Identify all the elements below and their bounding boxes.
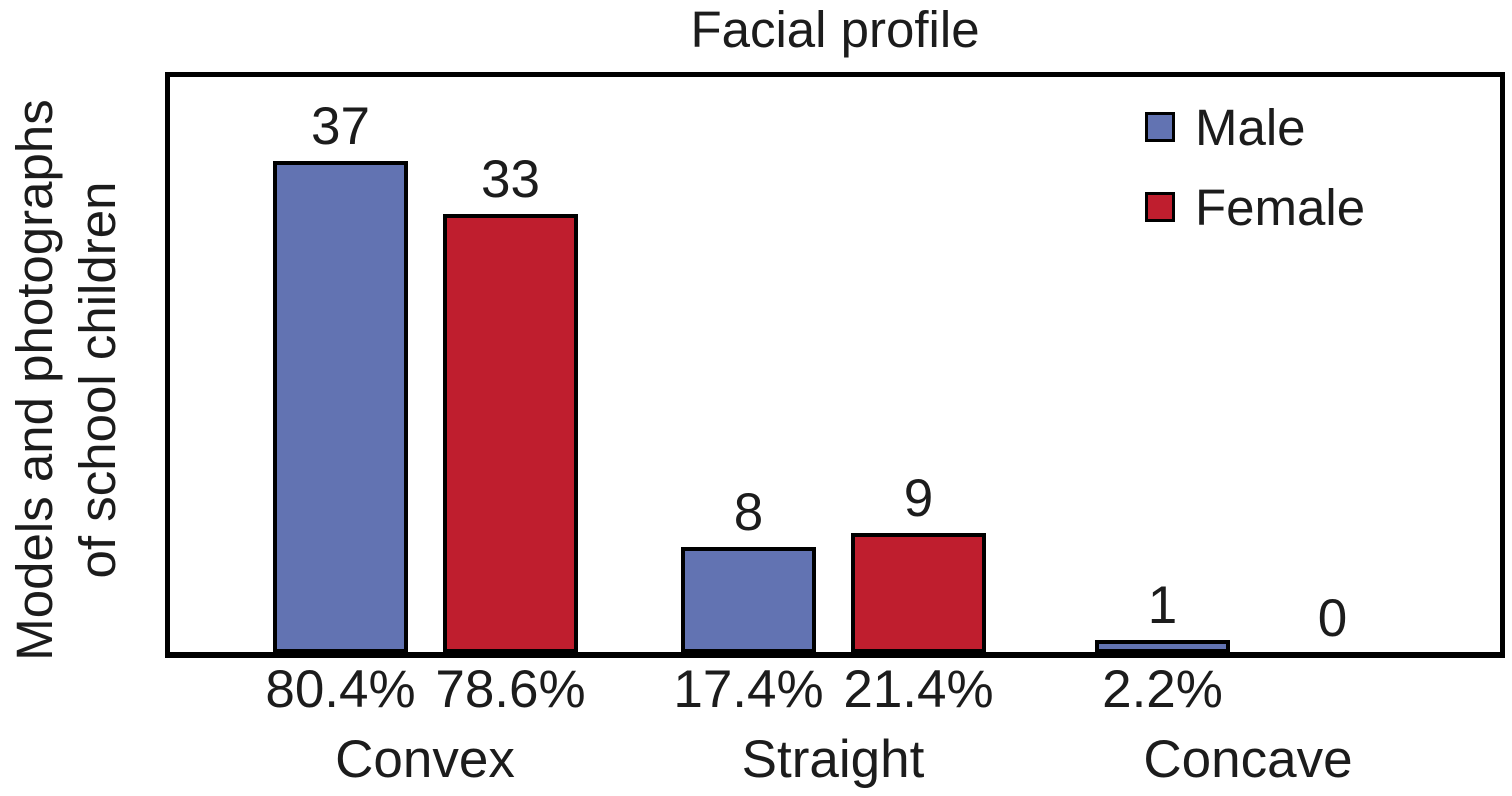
value-label-straight-male: 8 [733, 483, 764, 542]
value-label-concave-female: 0 [1317, 589, 1348, 648]
legend-label-male: Male [1195, 98, 1306, 156]
value-label-concave-male: 1 [1147, 576, 1178, 635]
legend-item-male: Male [1145, 98, 1365, 156]
bar-concave-male [1095, 640, 1230, 653]
bar-convex-female [443, 214, 578, 653]
legend-item-female: Female [1145, 178, 1366, 236]
female-color-swatch-icon [1145, 192, 1175, 222]
y-axis-label-line-2: of school children [69, 181, 126, 579]
category-label-straight: Straight [741, 730, 925, 789]
legend: Male Female [1145, 98, 1366, 236]
y-axis-label-line-1: Models and photographs [6, 99, 63, 661]
value-label-convex-male: 37 [311, 97, 370, 156]
bar-straight-female [851, 533, 986, 653]
percent-label-straight-male: 17.4% [673, 660, 824, 719]
value-label-convex-female: 33 [481, 150, 540, 209]
percent-label-convex-male: 80.4% [265, 660, 416, 719]
chart-title: Facial profile [690, 1, 980, 58]
value-label-straight-female: 9 [903, 469, 934, 528]
category-label-convex: Convex [335, 730, 515, 789]
percent-label-straight-female: 21.4% [843, 660, 994, 719]
percent-label-concave-male: 2.2% [1102, 660, 1223, 719]
bar-straight-male [681, 547, 816, 653]
male-color-swatch-icon [1145, 112, 1175, 142]
y-axis-label: Models and photographs of school childre… [3, 55, 131, 705]
category-label-concave: Concave [1143, 730, 1353, 789]
legend-label-female: Female [1195, 178, 1366, 236]
percent-label-convex-female: 78.6% [435, 660, 586, 719]
bar-convex-male [273, 161, 408, 653]
